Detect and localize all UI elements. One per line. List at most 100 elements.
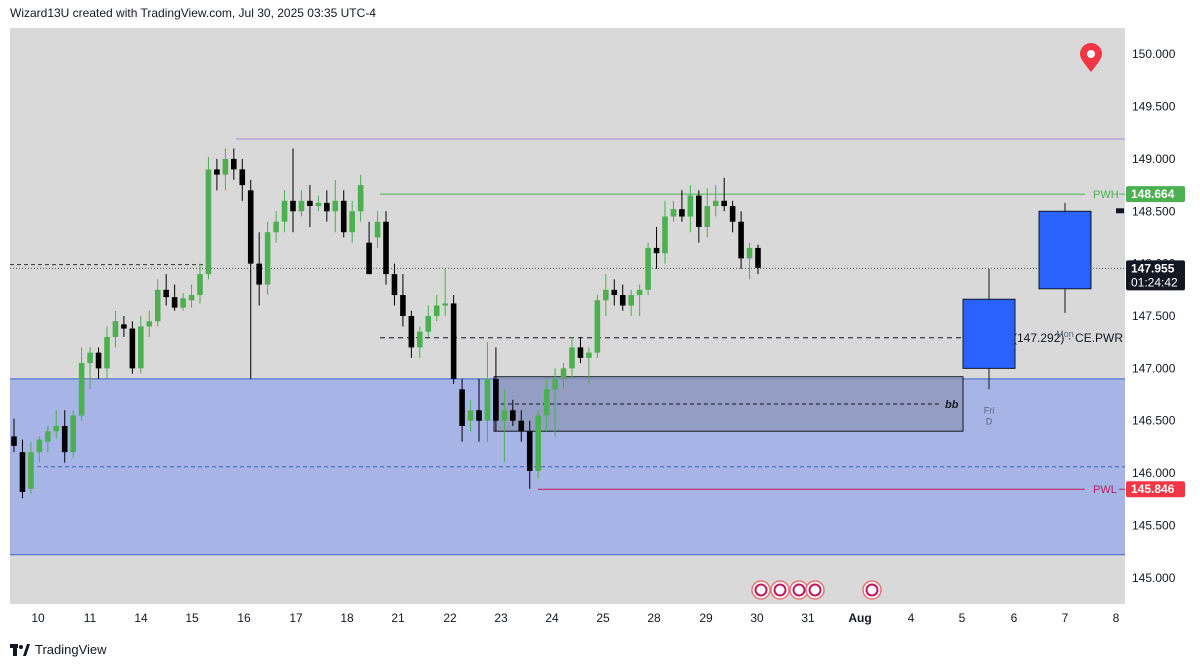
candle-body bbox=[484, 378, 491, 421]
candle-body bbox=[442, 303, 448, 306]
candle-body bbox=[383, 221, 389, 275]
candle-body bbox=[129, 328, 136, 369]
pwl-price-text: 145.846 bbox=[1131, 482, 1175, 496]
map-pin-icon bbox=[1080, 43, 1102, 72]
tradingview-brand: TradingView bbox=[35, 641, 107, 657]
candle-body bbox=[290, 200, 296, 212]
candle-body bbox=[738, 221, 744, 259]
date-tick-label: Aug bbox=[848, 611, 871, 625]
candle-body bbox=[112, 321, 119, 337]
candle-body bbox=[586, 352, 592, 358]
date-tick-label: 18 bbox=[340, 611, 354, 625]
candle-body bbox=[645, 247, 651, 290]
candle-body bbox=[298, 200, 305, 212]
candle-body bbox=[560, 368, 567, 379]
candle-body bbox=[501, 410, 508, 421]
candle-body bbox=[746, 247, 753, 259]
current-price-tag bbox=[1126, 260, 1185, 291]
candle-body bbox=[577, 347, 584, 358]
candle-body bbox=[433, 305, 440, 316]
candle-body bbox=[307, 200, 313, 207]
candle-body bbox=[391, 274, 398, 296]
candle-body bbox=[256, 263, 262, 285]
forecast-sub-label: D bbox=[986, 416, 993, 426]
chart-header: Wizard13U created with TradingView.com, … bbox=[10, 6, 376, 20]
pwh-price-tag bbox=[1126, 186, 1185, 203]
candle-body bbox=[214, 169, 220, 175]
candle-body bbox=[493, 378, 499, 421]
candle-body bbox=[408, 316, 415, 348]
candle-body bbox=[87, 352, 93, 364]
tradingview-footer[interactable]: TradingView bbox=[10, 640, 107, 658]
candle-body bbox=[755, 247, 761, 268]
candle-body bbox=[138, 326, 144, 369]
date-tick-label: 25 bbox=[596, 611, 610, 625]
date-tick-label: 23 bbox=[494, 611, 508, 625]
date-tick-label: 6 bbox=[1011, 611, 1018, 625]
candle-body bbox=[61, 425, 68, 453]
candle-body bbox=[425, 316, 432, 332]
candle-body bbox=[154, 289, 161, 322]
candle-body bbox=[104, 336, 110, 369]
candle-body bbox=[349, 211, 355, 233]
date-tick-label: 5 bbox=[959, 611, 966, 625]
candle-body bbox=[721, 200, 727, 207]
price-tick-label: 148.500 bbox=[1132, 204, 1176, 218]
bb-label: bb bbox=[945, 399, 959, 411]
candle-body bbox=[366, 242, 372, 275]
event-flag-icon bbox=[862, 580, 882, 600]
candle-body bbox=[670, 209, 677, 217]
price-tick-label: 146.000 bbox=[1132, 466, 1176, 480]
candle-body bbox=[467, 410, 474, 421]
candle-body bbox=[569, 347, 575, 369]
pwl-label: PWL bbox=[1093, 484, 1117, 496]
date-tick-label: 17 bbox=[289, 611, 303, 625]
forecast-day-label: Fri bbox=[984, 405, 995, 415]
candle-body bbox=[78, 363, 85, 416]
countdown-text: 01:24:42 bbox=[1131, 275, 1178, 289]
candle-body bbox=[526, 431, 533, 471]
candle-body bbox=[459, 389, 465, 426]
candle-body bbox=[619, 295, 626, 306]
candle-body bbox=[729, 206, 736, 222]
date-tick-label: 24 bbox=[545, 611, 559, 625]
date-tick-label: 15 bbox=[185, 611, 199, 625]
candle-body bbox=[374, 221, 381, 238]
candle-body bbox=[222, 158, 229, 175]
pwl-price-tag bbox=[1126, 481, 1185, 498]
candle-body bbox=[231, 158, 237, 170]
candle-body bbox=[704, 206, 711, 227]
candle-body bbox=[679, 209, 685, 217]
date-tick-label: 28 bbox=[647, 611, 661, 625]
event-flag-icon bbox=[770, 580, 790, 600]
candle-body bbox=[281, 200, 288, 222]
date-tick-label: 10 bbox=[31, 611, 45, 625]
candle-body bbox=[146, 321, 153, 327]
candle-body bbox=[510, 410, 516, 421]
event-flag-icon bbox=[805, 580, 825, 600]
candle-body bbox=[712, 200, 719, 207]
forecast-candle bbox=[1038, 210, 1092, 290]
candle-body bbox=[171, 297, 178, 308]
price-tick-label: 149.000 bbox=[1132, 152, 1176, 166]
candle-body bbox=[535, 415, 541, 471]
candle-body bbox=[163, 289, 169, 298]
candle-body bbox=[53, 425, 60, 432]
candle-body bbox=[636, 289, 643, 296]
candle-body bbox=[36, 439, 43, 453]
marker bbox=[1116, 208, 1124, 214]
date-tick-label: 30 bbox=[750, 611, 764, 625]
candle-body bbox=[121, 324, 127, 329]
price-tick-label: 147.000 bbox=[1132, 361, 1176, 375]
price-tick-label: 145.500 bbox=[1132, 518, 1176, 532]
candle-body bbox=[197, 274, 203, 296]
candle-body bbox=[19, 452, 26, 492]
event-flag-icon bbox=[751, 580, 771, 600]
candle-body bbox=[450, 303, 457, 379]
candle-body bbox=[11, 436, 17, 446]
candle-body bbox=[696, 195, 702, 227]
candle-body bbox=[476, 410, 482, 421]
candle-body bbox=[417, 331, 423, 348]
